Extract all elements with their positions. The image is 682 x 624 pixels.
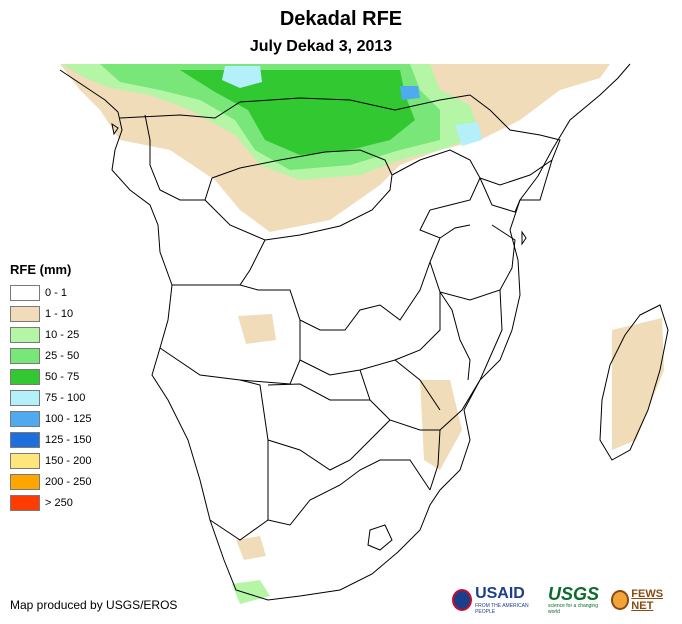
- legend-item: 1 - 10: [10, 303, 91, 324]
- border-uganda: [419, 204, 471, 239]
- legend-item: 125 - 150: [10, 429, 91, 450]
- rain-1-10-moz: [420, 380, 462, 470]
- border-somalia: [520, 159, 553, 201]
- usaid-wordmark: USAID: [475, 585, 525, 602]
- legend-label: 125 - 150: [45, 433, 92, 446]
- usaid-tagline: FROM THE AMERICAN PEOPLE: [475, 603, 529, 615]
- legend-rows: 0 - 1 1 - 10 10 - 25 25 - 50 50 - 75 75 - 100…: [10, 282, 91, 513]
- credit-text: Map produced by USGS/EROS: [10, 598, 178, 612]
- legend: RFE (mm) 0 - 1 1 - 10 10 - 25 25 - 50 50 - 7…: [10, 262, 91, 513]
- legend-swatch: [10, 452, 40, 469]
- usgs-tagline: science for a changing world: [547, 603, 598, 615]
- legend-swatch: [10, 305, 40, 322]
- rain-1-10-angola: [238, 314, 276, 344]
- legend-item: 150 - 200: [10, 450, 91, 471]
- legend-item: > 250: [10, 492, 91, 513]
- legend-item: 0 - 1: [10, 282, 91, 303]
- fewsnet-wordmark: FEWS NET: [631, 588, 664, 612]
- border-angola: [159, 284, 301, 385]
- border-mozambique: [429, 289, 503, 491]
- legend-item: 10 - 25: [10, 324, 91, 345]
- rain-1-10-madagascar: [612, 318, 664, 450]
- legend-title: RFE (mm): [10, 262, 72, 277]
- border-kenya: [479, 177, 521, 213]
- madagascar-outline: [599, 304, 669, 461]
- legend-label: 50 - 75: [45, 370, 80, 383]
- rain-50-75-core: [180, 70, 415, 155]
- rain-1-10-sw: [236, 536, 266, 560]
- logo-bar: USAID FROM THE AMERICAN PEOPLE USGS scie…: [452, 585, 682, 615]
- map-subtitle: July Dekad 3, 2013: [249, 38, 393, 55]
- border-south-sudan: [391, 149, 481, 206]
- usgs-wordmark: USGS: [547, 584, 599, 604]
- legend-swatch: [10, 410, 40, 427]
- legend-item: 75 - 100: [10, 387, 91, 408]
- usgs-logo: USGS science for a changing world: [548, 585, 605, 615]
- legend-swatch: [10, 473, 40, 490]
- legend-label: 200 - 250: [45, 475, 92, 488]
- legend-swatch: [10, 494, 40, 511]
- usaid-seal-icon: [452, 589, 473, 611]
- legend-item: 100 - 125: [10, 408, 91, 429]
- legend-swatch: [10, 347, 40, 364]
- border-tanzania: [429, 224, 516, 301]
- legend-swatch: [10, 368, 40, 385]
- zanzibar-island: [521, 230, 527, 246]
- globe-icon: [611, 590, 630, 610]
- legend-label: 10 - 25: [45, 328, 80, 341]
- legend-swatch: [10, 284, 40, 301]
- usaid-logo: USAID FROM THE AMERICAN PEOPLE: [452, 585, 542, 615]
- border-malawi: [439, 291, 471, 381]
- border-sahel: [119, 94, 471, 119]
- legend-item: 50 - 75: [10, 366, 91, 387]
- legend-item: 200 - 250: [10, 471, 91, 492]
- legend-label: 25 - 50: [45, 349, 80, 362]
- border-zambia: [299, 292, 441, 376]
- legend-label: 0 - 1: [45, 286, 68, 299]
- legend-item: 25 - 50: [10, 345, 91, 366]
- border-lesotho: [367, 524, 393, 551]
- country-borders: [59, 63, 669, 601]
- rain-100-125-patch: [400, 86, 420, 100]
- legend-label: > 250: [45, 496, 73, 509]
- bioko-island: [111, 122, 119, 136]
- rain-10-25-sa: [232, 580, 270, 604]
- rain-75-100-patch: [222, 66, 262, 88]
- map-title: Dekadal RFE: [279, 8, 403, 30]
- legend-label: 100 - 125: [45, 412, 92, 425]
- legend-label: 150 - 200: [45, 454, 92, 467]
- border-gulf-guinea: [59, 69, 119, 113]
- border-ethiopia: [469, 94, 561, 186]
- legend-label: 1 - 10: [45, 307, 74, 320]
- border-drc-north: [204, 174, 393, 241]
- border-south-africa: [267, 459, 431, 526]
- africa-coastline-west: [111, 63, 631, 601]
- border-namibia: [209, 379, 269, 541]
- fewsnet-logo: FEWS NET: [611, 588, 682, 612]
- rain-75-100-east: [455, 122, 482, 146]
- rainfall-fill: [60, 64, 664, 604]
- border-botswana: [267, 383, 391, 471]
- legend-swatch: [10, 431, 40, 448]
- legend-swatch: [10, 389, 40, 406]
- legend-swatch: [10, 326, 40, 343]
- legend-label: 75 - 100: [45, 391, 86, 404]
- border-car: [211, 149, 393, 179]
